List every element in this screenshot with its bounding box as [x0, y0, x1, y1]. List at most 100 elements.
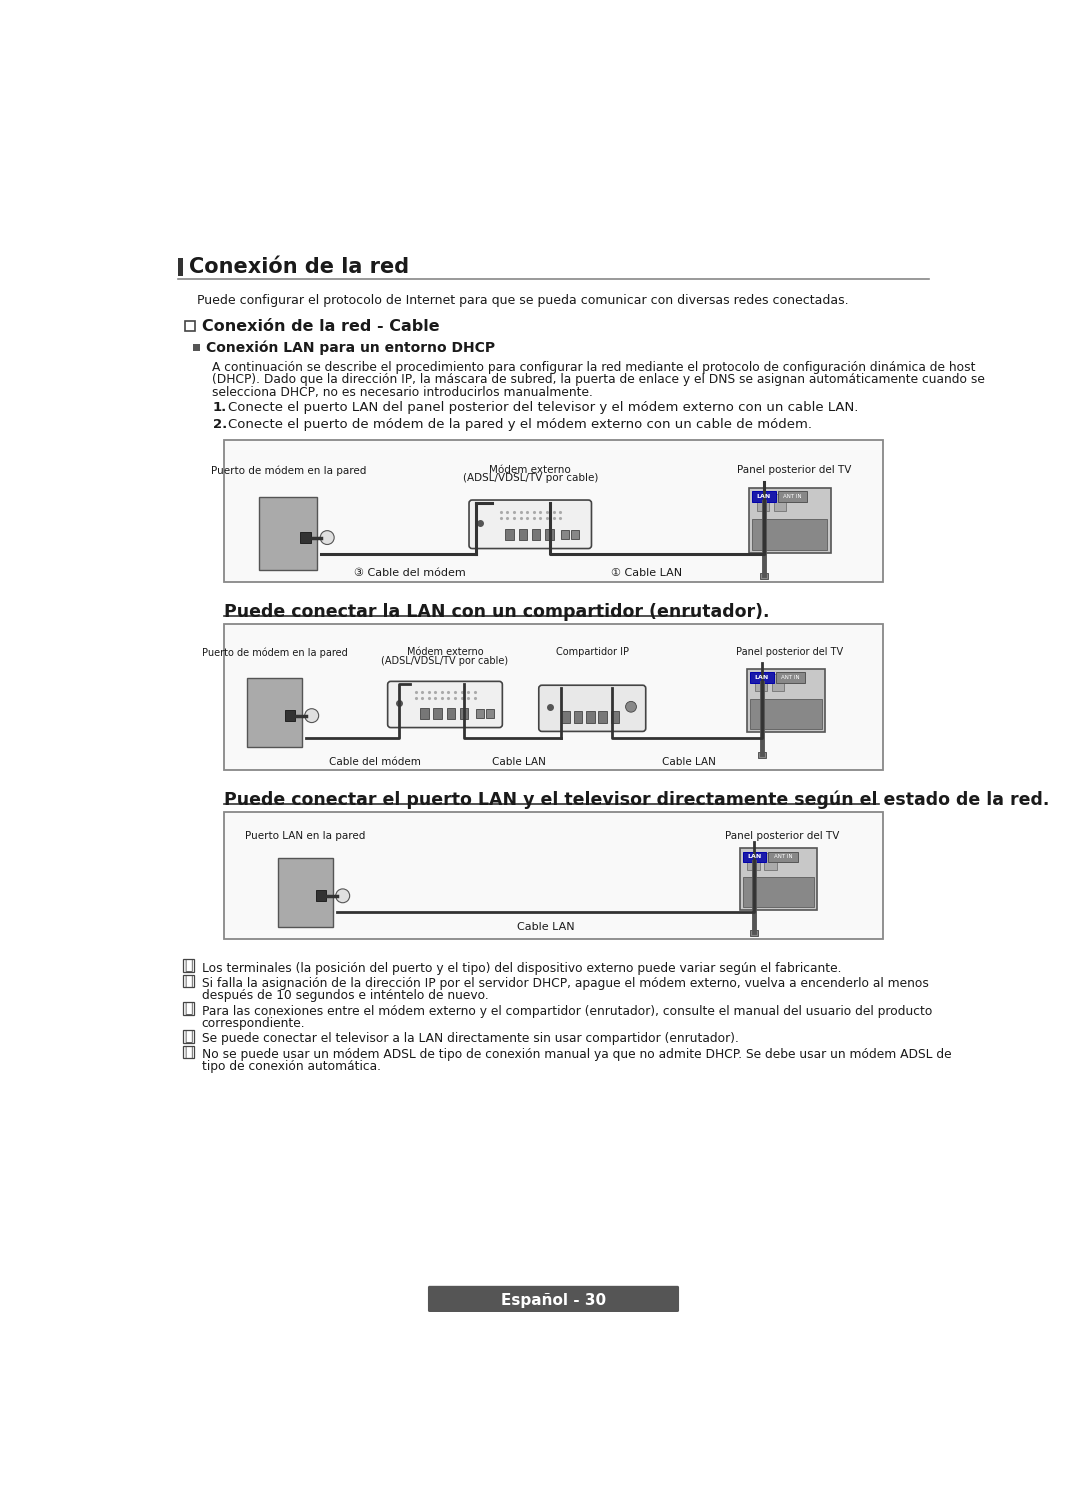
Text: Conecte el puerto LAN del panel posterior del televisor y el módem externo con u: Conecte el puerto LAN del panel posterio… [228, 402, 859, 414]
Bar [757, 494, 769, 512]
Bar [259, 497, 318, 570]
Text: 2.: 2. [213, 418, 227, 432]
Bar [446, 708, 455, 719]
Bar [562, 711, 570, 723]
Bar [586, 711, 595, 723]
Text: (ADSL/VDSL/TV por cable): (ADSL/VDSL/TV por cable) [462, 473, 598, 484]
Text: ③ Cable del módem: ③ Cable del módem [354, 568, 465, 577]
Bar [433, 708, 442, 719]
FancyBboxPatch shape [539, 684, 646, 732]
Text: (ADSL/VDSL/TV por cable): (ADSL/VDSL/TV por cable) [381, 656, 509, 667]
Text: Conexión de la red - Cable: Conexión de la red - Cable [202, 318, 440, 333]
Text: Conexión de la red: Conexión de la red [189, 257, 409, 277]
Text: Puerto de módem en la pared: Puerto de módem en la pared [202, 647, 348, 658]
Text: Panel posterior del TV: Panel posterior del TV [725, 830, 839, 841]
Bar [505, 528, 514, 540]
Bar [177, 257, 183, 277]
Text: Español - 30: Español - 30 [501, 1293, 606, 1308]
Bar [743, 878, 814, 908]
Bar [753, 491, 775, 501]
Text: 1.: 1. [213, 402, 227, 414]
Bar [193, 344, 200, 351]
Text: Cable del módem: Cable del módem [329, 757, 421, 768]
Text: Se puede conectar el televisor a la LAN directamente sin usar compartidor (enrut: Se puede conectar el televisor a la LAN … [202, 1033, 739, 1046]
Text: Ⓟ: Ⓟ [185, 1045, 192, 1059]
Text: Panel posterior del TV: Panel posterior del TV [737, 464, 851, 475]
Bar [758, 753, 766, 759]
Text: Puede configurar el protocolo de Internet para que se pueda comunicar con divers: Puede configurar el protocolo de Interne… [197, 295, 849, 307]
Bar [598, 711, 607, 723]
Circle shape [336, 888, 350, 903]
Bar [420, 708, 429, 719]
Text: LAN: LAN [755, 676, 769, 680]
Bar [225, 439, 882, 582]
Text: Ⓟ: Ⓟ [185, 1030, 192, 1043]
Bar [460, 708, 469, 719]
Bar [765, 853, 777, 870]
Text: ANT IN: ANT IN [781, 676, 800, 680]
Bar [611, 711, 619, 723]
Bar [760, 573, 768, 579]
Text: A continuación se describe el procedimiento para configurar la red mediante el p: A continuación se describe el procedimie… [213, 362, 976, 373]
Text: correspondiente.: correspondiente. [202, 1018, 306, 1030]
Text: tipo de conexión automática.: tipo de conexión automática. [202, 1061, 380, 1073]
Text: ANT IN: ANT IN [783, 494, 801, 498]
Bar [571, 530, 579, 539]
Bar [284, 710, 296, 722]
Bar [740, 848, 816, 911]
Bar [183, 1030, 194, 1043]
Text: Panel posterior del TV: Panel posterior del TV [737, 647, 843, 658]
Bar [486, 710, 494, 717]
Text: ANT IN: ANT IN [773, 854, 793, 860]
Text: (DHCP). Dado que la dirección IP, la máscara de subred, la puerta de enlace y el: (DHCP). Dado que la dirección IP, la más… [213, 373, 985, 387]
FancyBboxPatch shape [469, 500, 592, 549]
Text: después de 10 segundos e inténtelo de nuevo.: después de 10 segundos e inténtelo de nu… [202, 990, 488, 1003]
Bar [300, 533, 311, 543]
Text: Ⓟ: Ⓟ [185, 1001, 192, 1016]
Bar [225, 811, 882, 939]
Text: selecciona DHCP, no es necesario introducirlos manualmente.: selecciona DHCP, no es necesario introdu… [213, 385, 593, 399]
Bar [751, 930, 758, 936]
Circle shape [321, 531, 334, 545]
FancyBboxPatch shape [428, 1286, 679, 1312]
Bar [778, 491, 808, 501]
Text: Si falla la asignación de la dirección IP por el servidor DHCP, apague el módem : Si falla la asignación de la dirección I… [202, 978, 929, 990]
Bar [751, 673, 773, 683]
Bar [545, 528, 554, 540]
Bar [183, 1003, 194, 1015]
Bar [518, 528, 527, 540]
Text: Puede conectar el puerto LAN y el televisor directamente según el estado de la r: Puede conectar el puerto LAN y el televi… [225, 790, 1050, 809]
Text: Módem externo: Módem externo [489, 464, 571, 475]
Text: No se puede usar un módem ADSL de tipo de conexión manual ya que no admite DHCP.: No se puede usar un módem ADSL de tipo d… [202, 1048, 951, 1061]
Bar [183, 960, 194, 972]
Bar [476, 710, 484, 717]
Bar [747, 853, 759, 870]
Circle shape [305, 708, 319, 723]
Text: Cable LAN: Cable LAN [491, 757, 545, 768]
Bar [775, 673, 806, 683]
Text: Cable LAN: Cable LAN [662, 757, 716, 768]
Bar [247, 677, 301, 747]
Text: Conexión LAN para un entorno DHCP: Conexión LAN para un entorno DHCP [206, 341, 496, 356]
Bar [755, 674, 768, 692]
Bar [753, 519, 827, 551]
Text: LAN: LAN [747, 854, 761, 860]
Bar [751, 699, 822, 729]
Text: Para las conexiones entre el módem externo y el compartidor (enrutador), consult: Para las conexiones entre el módem exter… [202, 1004, 932, 1018]
Circle shape [625, 701, 636, 713]
Bar [772, 674, 784, 692]
Bar [774, 494, 786, 512]
Bar [768, 851, 798, 863]
Text: Puerto LAN en la pared: Puerto LAN en la pared [245, 830, 366, 841]
Text: Puede conectar la LAN con un compartidor (enrutador).: Puede conectar la LAN con un compartidor… [225, 603, 770, 620]
Text: Ⓟ: Ⓟ [185, 958, 192, 973]
Text: Puerto de módem en la pared: Puerto de módem en la pared [211, 464, 366, 476]
Bar [531, 528, 540, 540]
Bar [573, 711, 582, 723]
Bar [225, 623, 882, 769]
Bar [750, 488, 831, 554]
Text: Compartidor IP: Compartidor IP [556, 647, 629, 658]
FancyBboxPatch shape [388, 682, 502, 728]
Text: Cable LAN: Cable LAN [517, 923, 575, 931]
Bar [279, 857, 333, 927]
